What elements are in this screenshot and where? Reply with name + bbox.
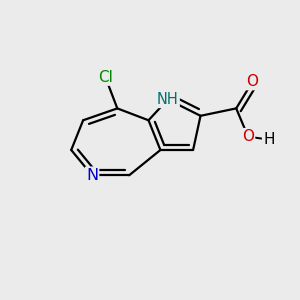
Text: H: H — [263, 132, 275, 147]
Text: NH: NH — [157, 92, 179, 107]
Text: O: O — [247, 74, 259, 89]
Text: O: O — [242, 129, 254, 144]
Text: Cl: Cl — [98, 70, 113, 85]
Text: N: N — [86, 168, 98, 183]
